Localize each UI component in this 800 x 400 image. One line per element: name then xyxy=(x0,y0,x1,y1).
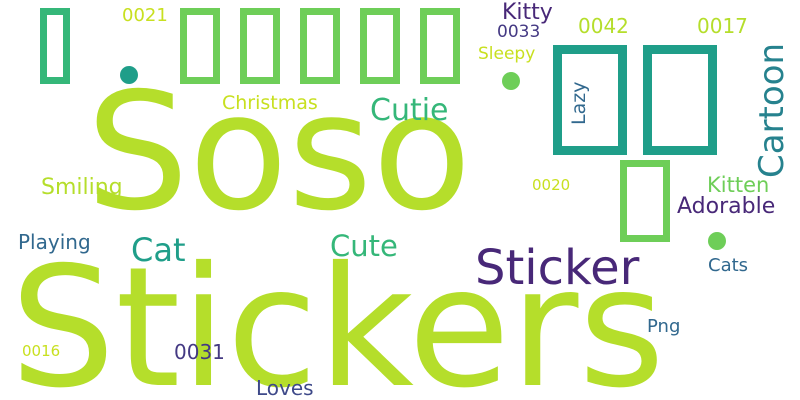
word-0017: 0017 xyxy=(697,14,748,38)
word-adorable: Adorable xyxy=(677,194,776,219)
dot xyxy=(502,72,520,90)
word-loves: Loves xyxy=(256,376,314,400)
word-0021: 0021 xyxy=(122,5,168,26)
glyph-box xyxy=(180,8,220,84)
word-cat: Cat xyxy=(131,231,186,269)
word-soso: Soso xyxy=(86,59,472,247)
word-0042: 0042 xyxy=(578,14,629,38)
glyph-box xyxy=(360,8,400,84)
glyph-box xyxy=(240,8,280,84)
glyph-box xyxy=(420,8,460,84)
glyph-box xyxy=(300,8,340,84)
word-stickers: Stickers xyxy=(10,232,665,400)
word-png: Png xyxy=(647,316,681,337)
word-cats: Cats xyxy=(708,255,749,276)
word-sticker: Sticker xyxy=(475,240,640,296)
word-cutie: Cutie xyxy=(370,93,449,128)
word-smiling: Smiling xyxy=(41,175,123,200)
word-cute: Cute xyxy=(330,229,398,263)
word-0033: 0033 xyxy=(497,22,541,42)
word-0016: 0016 xyxy=(22,342,61,360)
dot xyxy=(120,66,138,84)
word-cartoon: Cartoon xyxy=(752,42,792,178)
word-christmas: Christmas xyxy=(222,92,318,114)
glyph-box xyxy=(40,8,70,84)
word-sleepy: Sleepy xyxy=(478,44,536,64)
word-0020: 0020 xyxy=(532,176,571,194)
word-0031: 0031 xyxy=(174,340,225,364)
dot xyxy=(708,232,726,250)
glyph-box xyxy=(620,160,670,242)
word-lazy: Lazy xyxy=(568,81,590,125)
word-kitty: Kitty xyxy=(502,0,553,25)
glyph-box xyxy=(643,45,717,155)
word-kitten: Kitten xyxy=(707,173,770,197)
word-playing: Playing xyxy=(18,230,91,254)
glyph-box xyxy=(553,45,627,155)
